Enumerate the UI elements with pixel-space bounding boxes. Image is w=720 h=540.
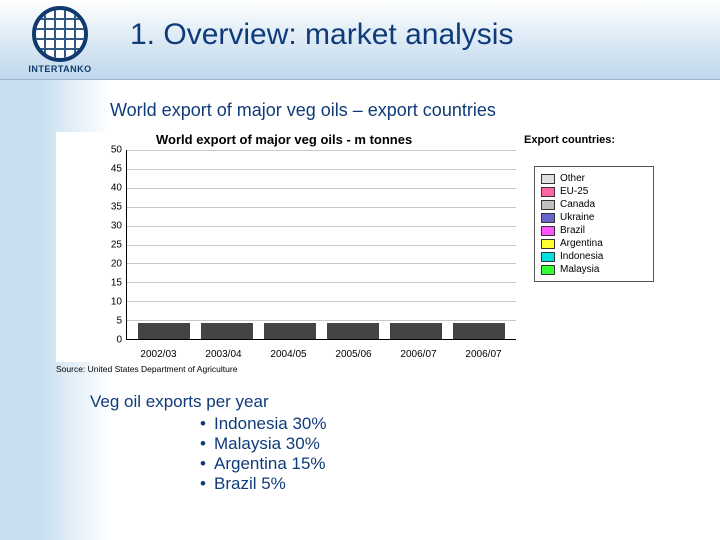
gridline [127,207,516,208]
gridline [127,245,516,246]
gridline [127,188,516,189]
y-tick-label: 30 [96,221,122,232]
y-tick-label: 35 [96,202,122,213]
x-tick-label: 2002/03 [133,349,185,360]
legend-label: Argentina [560,238,603,249]
bullet-text: Argentina 15% [214,454,326,474]
y-tick-label: 10 [96,297,122,308]
legend-item: Indonesia [541,251,647,262]
bullet-text: Malaysia 30% [214,434,320,454]
gridline [127,301,516,302]
bullet-text: Brazil 5% [214,474,286,494]
bullet-item: •Malaysia 30% [200,434,326,454]
legend-swatch [541,252,555,262]
bar-segment [453,337,505,339]
chart-title: World export of major veg oils - m tonne… [156,132,412,147]
left-accent-band [0,80,40,540]
bullets: Veg oil exports per year •Indonesia 30%•… [90,392,326,494]
x-axis: 2002/03 2003/04 2004/05 2005/06 2006/07 2006/… [126,349,516,360]
gridline [127,263,516,264]
legend-item: Argentina [541,238,647,249]
chart: World export of major veg oils - m tonne… [56,132,666,362]
y-tick-label: 5 [96,316,122,327]
gridline [127,150,516,151]
legend-swatch [541,200,555,210]
bar-segment [264,337,316,339]
bullet-item: •Indonesia 30% [200,414,326,434]
bullet-item: •Argentina 15% [200,454,326,474]
legend-item: Other [541,173,647,184]
globe-icon [32,6,88,62]
bullet-dot-icon: • [200,454,214,474]
legend-label: Brazil [560,225,585,236]
page-title: 1. Overview: market analysis [130,18,513,52]
x-tick-label: 2004/05 [263,349,315,360]
y-tick-label: 25 [96,240,122,251]
bar-segment [201,337,253,339]
bar-segment [138,337,190,339]
legend-swatch [541,187,555,197]
legend-item: Brazil [541,225,647,236]
gridline [127,169,516,170]
legend-label: Other [560,173,585,184]
x-tick-label: 2006/07 [458,349,510,360]
bullet-text: Indonesia 30% [214,414,326,434]
y-tick-label: 50 [96,145,122,156]
bar-group [390,323,442,339]
legend-item: Ukraine [541,212,647,223]
bar-group [201,323,253,339]
bar-segment [390,337,442,339]
legend-swatch [541,265,555,275]
bullet-dot-icon: • [200,414,214,434]
gridline [127,282,516,283]
legend-swatch [541,226,555,236]
bar-segment [327,337,379,339]
source-text: Source: United States Department of Agri… [56,364,237,374]
header-bar: INTERTANKO 1. Overview: market analysis [0,0,720,80]
legend-swatch [541,174,555,184]
bullet-dot-icon: • [200,474,214,494]
bullet-list: •Indonesia 30%•Malaysia 30%•Argentina 15… [90,414,326,494]
bullets-heading: Veg oil exports per year [90,392,326,412]
y-tick-label: 15 [96,278,122,289]
bullet-dot-icon: • [200,434,214,454]
legend-label: Canada [560,199,595,210]
legend-label: Ukraine [560,212,594,223]
legend-item: EU-25 [541,186,647,197]
y-tick-label: 0 [96,335,122,346]
legend-label: Indonesia [560,251,603,262]
x-tick-label: 2006/07 [393,349,445,360]
bullet-item: •Brazil 5% [200,474,326,494]
bar-group [264,323,316,339]
legend-swatch [541,239,555,249]
legend-label: Malaysia [560,264,599,275]
gridline [127,320,516,321]
legend-label: EU-25 [560,186,588,197]
bar-group [453,323,505,339]
y-tick-label: 40 [96,183,122,194]
bar-group [138,323,190,339]
chart-plot [126,150,516,340]
legend-item: Canada [541,199,647,210]
y-tick-label: 20 [96,259,122,270]
legend-swatch [541,213,555,223]
logo-label: INTERTANKO [10,64,110,74]
legend-item: Malaysia [541,264,647,275]
subtitle: World export of major veg oils – export … [110,100,496,121]
x-tick-label: 2003/04 [198,349,250,360]
legend-title: Export countries: [524,134,654,146]
x-tick-label: 2005/06 [328,349,380,360]
gridline [127,226,516,227]
logo: INTERTANKO [10,6,110,74]
y-tick-label: 45 [96,164,122,175]
legend: Other EU-25 Canada Ukraine Brazil Argentina In… [534,166,654,282]
bar-group [327,323,379,339]
slide: INTERTANKO 1. Overview: market analysis … [0,0,720,540]
